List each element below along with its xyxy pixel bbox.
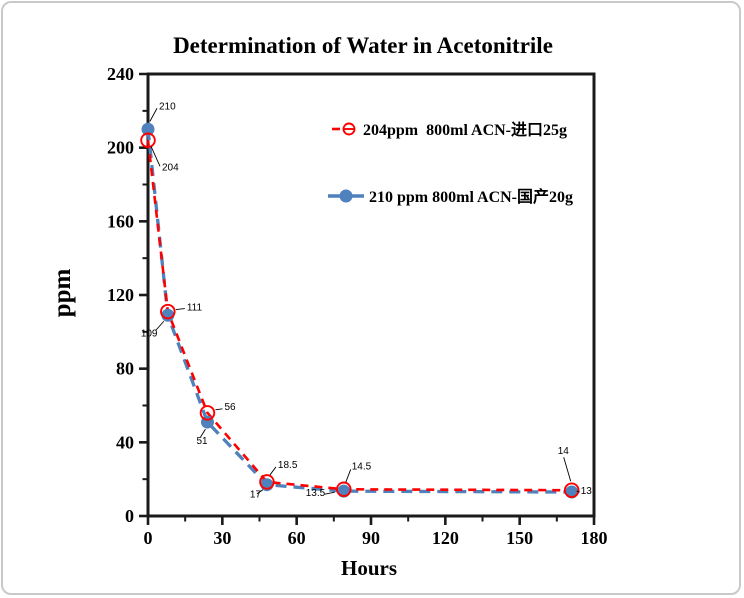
point-label-leader (256, 489, 264, 495)
line-imported (146, 140, 572, 492)
point-label: 109 (141, 328, 158, 339)
point-label-leader (155, 320, 165, 331)
point-label-leader (215, 408, 223, 411)
point-label-leader (345, 469, 352, 483)
point-label-leader (200, 428, 206, 438)
point-label-leader (175, 308, 185, 311)
point-label: 56 (224, 402, 236, 413)
point-label-leader (324, 491, 335, 495)
y-tick-label: 80 (116, 359, 134, 379)
x-tick-label: 0 (144, 528, 153, 548)
point-label: 111 (187, 303, 203, 314)
x-tick-label: 120 (432, 528, 459, 548)
point-label: 14.5 (352, 461, 372, 472)
x-tick-label: 180 (581, 528, 608, 548)
x-tick-label: 60 (288, 528, 306, 548)
y-tick-label: 160 (107, 211, 134, 231)
point-label: 13.5 (306, 488, 326, 499)
legend-label-imported: 204ppm 800ml ACN-进口25g (363, 121, 567, 139)
x-tick-label: 90 (362, 528, 380, 548)
point-label: 51 (196, 436, 208, 447)
axis-ticks: 0 30 60 90 120 150 180 0 40 80 120 160 200 240 (107, 64, 608, 548)
legend-filled-circle-icon (339, 189, 353, 203)
legend-entry-domestic: 210 ppm 800ml ACN-国产20g (328, 187, 573, 206)
line-domestic (146, 129, 572, 494)
x-axis-label: Hours (341, 556, 397, 580)
marker-imported (259, 474, 275, 490)
point-label-leader (576, 490, 580, 493)
point-label: 14 (558, 446, 570, 457)
point-label: 13 (581, 486, 593, 497)
y-tick-label: 240 (107, 64, 134, 84)
y-tick-label: 40 (116, 432, 134, 452)
chart-title: Determination of Water in Acetonitrile (173, 33, 553, 58)
legend-label-domestic: 210 ppm 800ml ACN-国产20g (369, 187, 573, 206)
x-tick-label: 30 (213, 528, 231, 548)
point-label-leader (149, 108, 158, 122)
marker-imported (140, 132, 156, 149)
point-label: 18.5 (278, 460, 298, 471)
y-axis-label: ppm (49, 269, 76, 318)
point-label-leader (269, 466, 277, 476)
marker-imported (563, 482, 580, 498)
legend-entry-imported: 204ppm 800ml ACN-进口25g (332, 121, 567, 139)
point-label-leader (150, 146, 161, 167)
marker-imported (199, 405, 216, 421)
point-label: 210 (159, 101, 176, 112)
point-label: 17 (250, 490, 262, 501)
x-tick-label: 150 (506, 528, 533, 548)
marker-domestic (141, 122, 155, 136)
data-series: 204 111 56 18.5 14.5 14 210 109 51 17 13.5 13 (140, 101, 593, 501)
marker-imported (160, 303, 176, 320)
legend: 204ppm 800ml ACN-进口25g 210 ppm 800ml ACN… (328, 121, 573, 206)
y-tick-label: 200 (107, 138, 134, 158)
y-tick-label: 0 (125, 506, 134, 526)
water-determination-chart: Determination of Water in Acetonitrile 0… (49, 33, 608, 580)
plot-area (146, 72, 596, 518)
point-label-leader (563, 457, 572, 482)
point-label: 204 (162, 162, 179, 173)
y-tick-label: 120 (107, 285, 134, 305)
marker-imported (335, 481, 352, 498)
